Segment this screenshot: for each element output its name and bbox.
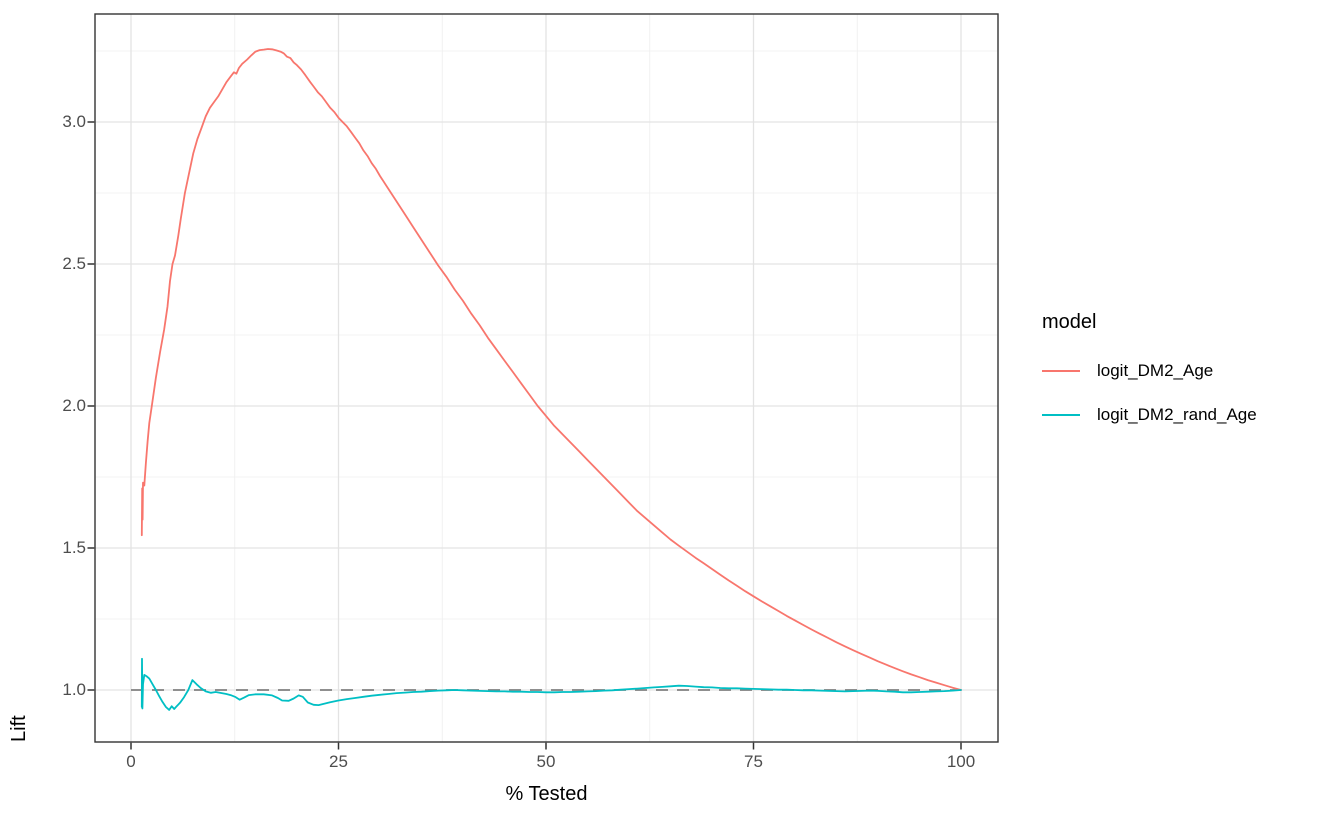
y-tick-label: 2.0 <box>62 396 86 415</box>
x-tick-label: 100 <box>946 752 976 771</box>
y-tick-label: 2.5 <box>62 254 86 273</box>
x-tick-label: 25 <box>329 752 348 771</box>
legend-line-swatch-red <box>1042 369 1080 373</box>
x-tick-label: 75 <box>744 752 763 771</box>
series-line-logit_DM2_Age <box>140 48 962 691</box>
legend-item-label: logit_DM2_Age <box>1097 361 1214 380</box>
legend-item-label: logit_DM2_rand_Age <box>1097 405 1257 424</box>
y-tick-label: 1.0 <box>62 680 86 699</box>
x-tick-label: 50 <box>536 752 556 771</box>
panel-border <box>94 13 999 743</box>
y-axis-title: Lift <box>8 715 30 742</box>
legend-line-swatch-teal <box>1042 413 1080 417</box>
y-tick-label: 1.5 <box>62 538 86 557</box>
legend: model logit_DM2_Age logit_DM2_rand_Age <box>1042 310 1257 444</box>
legend-item: logit_DM2_Age <box>1042 356 1257 386</box>
legend-item: logit_DM2_rand_Age <box>1042 400 1257 430</box>
y-tick-label: 3.0 <box>62 112 86 131</box>
legend-title: model <box>1042 311 1097 333</box>
x-axis-title: % Tested <box>505 783 588 805</box>
series-line-logit_DM2_rand_Age <box>140 657 962 711</box>
x-tick-label: 0 <box>126 752 136 771</box>
